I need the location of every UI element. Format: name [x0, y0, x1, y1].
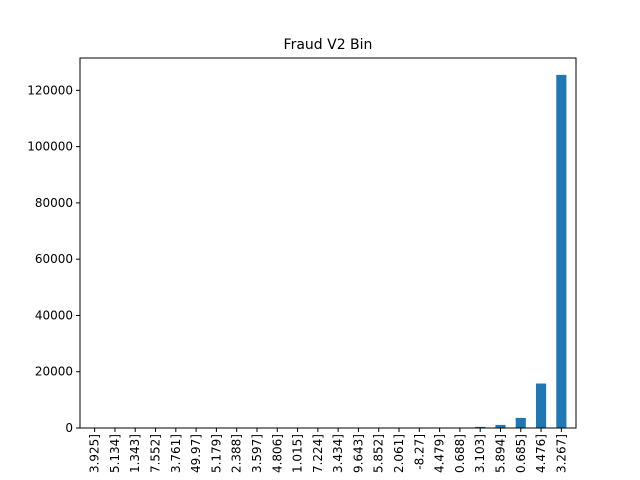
x-tick-label-22: 4.476] [534, 434, 548, 473]
y-tick-label-6: 120000 [27, 83, 73, 97]
bars-group [475, 74, 567, 428]
y-axis: 0 20000 40000 60000 80000 100000 120000 [27, 83, 80, 435]
y-tick-label-3: 60000 [35, 252, 73, 266]
y-tick-label-1: 20000 [35, 365, 73, 379]
x-tick-label-9: 4.806] [270, 434, 284, 473]
x-tick-label-13: 9.643] [351, 434, 365, 473]
x-tick-label-3: 7.552] [149, 434, 163, 473]
y-tick-label-5: 100000 [27, 140, 73, 154]
x-tick-label-20: 5.894] [493, 434, 507, 473]
y-tick-label-0: 0 [65, 421, 73, 435]
x-tick-label-6: 5.179] [209, 434, 223, 473]
x-tick-label-8: 3.597] [250, 434, 264, 473]
x-tick-label-18: 0.688] [453, 434, 467, 473]
bar-22 [535, 383, 547, 428]
x-tick-label-10: 1.015] [291, 434, 305, 473]
plot-frame [79, 57, 577, 429]
x-tick-label-15: 2.061] [392, 434, 406, 473]
x-tick-label-16: -8.27] [412, 434, 426, 470]
x-axis: 3.925] 5.134] 1.343] 7.552] 3.761] 49.97] 5.17… [88, 428, 568, 473]
x-tick-label-1: 5.134] [108, 434, 122, 473]
x-tick-label-7: 2.388] [230, 434, 244, 473]
bar-20 [495, 424, 506, 428]
x-tick-label-23: 3.267] [554, 434, 568, 473]
x-tick-label-14: 5.852] [372, 434, 386, 473]
x-tick-label-0: 3.925] [88, 434, 102, 473]
y-tick-label-2: 40000 [35, 308, 73, 322]
x-tick-label-2: 1.343] [128, 434, 142, 473]
x-tick-label-11: 7.224] [311, 434, 325, 473]
chart-title: Fraud V2 Bin [284, 37, 373, 53]
x-tick-label-12: 3.434] [331, 434, 345, 473]
x-tick-label-4: 3.761] [169, 434, 183, 473]
bar-19 [475, 426, 486, 428]
x-tick-label-19: 3.103] [473, 434, 487, 473]
x-tick-label-21: 0.685] [514, 434, 528, 473]
bar-23 [556, 74, 567, 428]
x-tick-label-17: 4.479] [433, 434, 447, 473]
x-tick-label-5: 49.97] [189, 434, 203, 473]
y-tick-label-4: 80000 [35, 196, 73, 210]
bar-21 [515, 417, 526, 428]
